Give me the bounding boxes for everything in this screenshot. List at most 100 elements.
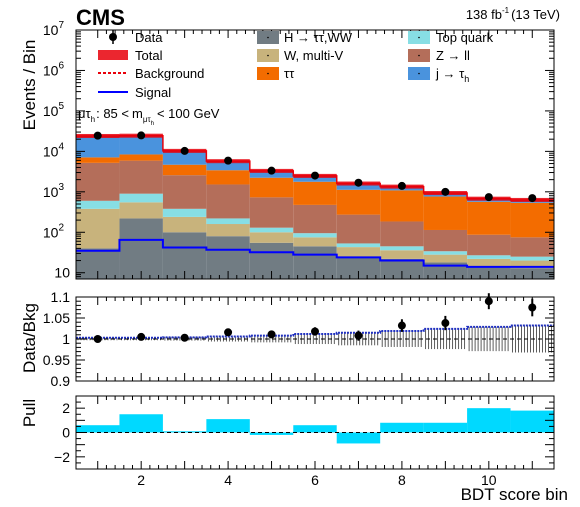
data-point-bin-3 xyxy=(180,146,189,155)
bar-zll-bin-2 xyxy=(119,160,163,194)
category-mass-var: m xyxy=(132,106,143,121)
bar-wmultiv-bin-11 xyxy=(510,260,554,269)
bar-topquark-bin-7 xyxy=(336,243,381,248)
bar-zll-bin-7 xyxy=(336,214,381,244)
bar-topquark-bin-5 xyxy=(249,227,294,233)
data-point-bin-6 xyxy=(311,171,319,180)
main-ytick-base: 10 xyxy=(43,143,59,159)
data-point-bin-5 xyxy=(267,166,276,175)
bar-wmultiv-bin-7 xyxy=(336,247,381,257)
legend-item-line: Signal xyxy=(98,85,171,100)
ratio-point-bin-4 xyxy=(224,328,233,337)
stack-tautau xyxy=(76,154,554,238)
ratio-ytick-label: 1 xyxy=(62,331,70,347)
pull-ytick-label: −2 xyxy=(54,449,70,465)
category-range-hi: < 100 GeV xyxy=(157,106,220,121)
bar-wmultiv-bin-9 xyxy=(423,254,468,263)
bar-wmultiv-bin-6 xyxy=(293,237,337,247)
luminosity-value: 138 fb xyxy=(466,7,502,22)
legend-item-mid-0: H → ττ,WW xyxy=(257,30,353,45)
x-tick-label: 6 xyxy=(311,472,319,488)
pull-bar-bin-6 xyxy=(293,425,337,433)
main-ytick-label: 10 xyxy=(54,265,70,281)
main-ytick-base: 10 xyxy=(43,224,59,240)
bar-fakes-bin-1 xyxy=(76,135,120,158)
ratio-ylabel: Data/Bkg xyxy=(20,303,39,373)
ratio-point-bin-3 xyxy=(180,333,189,342)
bar-zll-bin-4 xyxy=(206,184,250,219)
main-ytick-label: 104 xyxy=(43,141,65,159)
pull-bar-bin-8 xyxy=(380,422,424,433)
main-ylabel: Events / Bin xyxy=(20,40,39,131)
data-point-bin-8 xyxy=(397,181,406,190)
bar-tautau-bin-10 xyxy=(467,201,511,235)
legend-label: W, multi-V xyxy=(284,48,344,63)
bar-wmultiv-bin-10 xyxy=(467,258,511,267)
bar-topquark-bin-4 xyxy=(206,218,250,225)
pull-bar-bin-4 xyxy=(206,419,250,433)
pull-bar-bin-2 xyxy=(119,414,163,433)
legend-item-mid-2: ττ xyxy=(257,66,295,81)
ratio-point-bin-6 xyxy=(311,327,319,336)
main-ytick-label: 103 xyxy=(43,182,65,200)
bar-wmultiv-bin-1 xyxy=(76,208,120,249)
bar-wmultiv-bin-3 xyxy=(162,216,207,233)
bar-tautau-bin-7 xyxy=(336,189,381,215)
ratio-panel: 0.9 0.95 1 1.05 1.1 xyxy=(43,289,555,389)
legend-swatch-dot xyxy=(267,72,269,75)
x-axis-label: BDT score bin xyxy=(461,485,568,504)
x-tick-label: 8 xyxy=(398,472,406,488)
ratio-ytick-label: 0.9 xyxy=(51,373,71,389)
legend-label: Z → ll xyxy=(436,48,470,63)
main-ytick-base: 10 xyxy=(43,62,59,78)
category-prefix-sub: h xyxy=(91,115,95,124)
ratio-point-bin-7 xyxy=(354,331,363,340)
category-prefix: μτ xyxy=(78,106,91,121)
bar-wmultiv-bin-2 xyxy=(119,202,163,219)
bar-higgs-bin-2 xyxy=(119,218,163,279)
bar-wmultiv-bin-4 xyxy=(206,224,250,237)
bar-tautau-bin-2 xyxy=(119,154,163,161)
legend-swatch-dot xyxy=(418,54,420,57)
legend-item-right-1: Z → ll xyxy=(408,48,470,63)
luminosity-exponent: -1 xyxy=(502,6,510,15)
legend-item-right-0: Top quark xyxy=(408,30,494,45)
data-point-bin-4 xyxy=(224,156,233,165)
bar-tautau-bin-3 xyxy=(162,164,207,176)
legend-label: H → ττ,WW xyxy=(284,30,353,45)
data-point-bin-9 xyxy=(441,187,450,196)
bar-zll-bin-10 xyxy=(467,234,511,256)
stack-topquark xyxy=(76,193,554,261)
main-ytick-label: 102 xyxy=(43,222,65,240)
ratio-point-bin-9 xyxy=(441,319,450,328)
bar-topquark-bin-11 xyxy=(510,256,554,261)
legend-label: Top quark xyxy=(436,30,494,45)
data-point-bin-11 xyxy=(528,194,537,203)
ratio-ytick-label: 1.1 xyxy=(51,289,71,305)
x-tick-label: 2 xyxy=(137,472,145,488)
stack-wmultiv xyxy=(76,202,554,269)
pull-bar-bin-3 xyxy=(162,431,207,433)
luminosity-label: 138 fb-1 (13 TeV) xyxy=(466,6,560,22)
bar-fakes-bin-4 xyxy=(206,161,250,171)
bar-topquark-bin-2 xyxy=(119,193,163,203)
cms-label: CMS xyxy=(76,5,125,30)
pull-bar-bin-1 xyxy=(76,425,120,433)
legend-label-sub: h xyxy=(464,74,469,84)
bar-zll-bin-3 xyxy=(162,175,207,209)
ratio-point-bin-11 xyxy=(528,303,537,312)
data-point-bin-1 xyxy=(93,131,102,140)
legend-label: Signal xyxy=(135,85,171,100)
ratio-point-bin-2 xyxy=(137,332,146,341)
pull-panel: −2 0 2 2 4 6 8 10 xyxy=(54,395,555,488)
stack-zll xyxy=(76,160,554,257)
ratio-point-bin-1 xyxy=(93,335,102,343)
ratio-band-bin-10 xyxy=(468,326,509,352)
bar-zll-bin-11 xyxy=(510,237,554,257)
bar-higgs-bin-7 xyxy=(336,256,381,279)
pull-bar-bin-9 xyxy=(423,422,468,433)
main-ytick-label: 106 xyxy=(43,60,65,78)
bar-wmultiv-bin-8 xyxy=(380,250,424,259)
